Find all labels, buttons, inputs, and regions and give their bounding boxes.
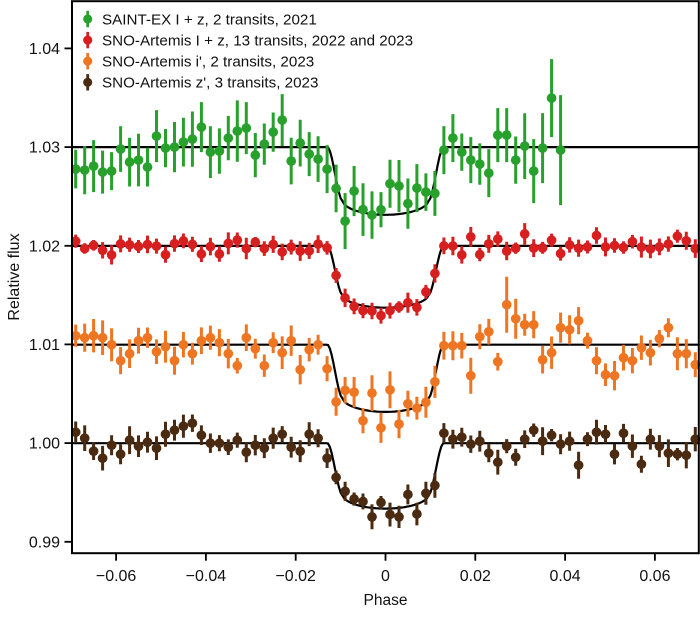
svg-text:−0.04: −0.04 xyxy=(186,568,227,585)
svg-text:SAINT-EX I + z, 2 transits, 20: SAINT-EX I + z, 2 transits, 2021 xyxy=(102,11,317,28)
svg-text:SNO-Artemis i', 2 transits, 20: SNO-Artemis i', 2 transits, 2023 xyxy=(102,54,314,71)
svg-text:1.01: 1.01 xyxy=(29,337,60,354)
svg-text:0.02: 0.02 xyxy=(460,568,491,585)
svg-text:1.03: 1.03 xyxy=(29,140,60,157)
svg-text:SNO-Artemis z', 3 transits, 20: SNO-Artemis z', 3 transits, 2023 xyxy=(102,75,318,92)
svg-text:−0.06: −0.06 xyxy=(96,568,137,585)
svg-text:0.99: 0.99 xyxy=(29,534,60,551)
svg-text:SNO-Artemis I + z, 13 transits: SNO-Artemis I + z, 13 transits, 2022 and… xyxy=(102,32,413,49)
svg-text:Relative flux: Relative flux xyxy=(6,233,23,320)
svg-text:0.06: 0.06 xyxy=(639,568,670,585)
svg-text:1.04: 1.04 xyxy=(29,41,60,58)
svg-text:1.00: 1.00 xyxy=(29,436,60,453)
svg-text:1.02: 1.02 xyxy=(29,238,60,255)
svg-text:−0.02: −0.02 xyxy=(275,568,316,585)
svg-text:Phase: Phase xyxy=(364,592,408,609)
svg-text:0: 0 xyxy=(381,568,390,585)
svg-text:0.04: 0.04 xyxy=(550,568,581,585)
